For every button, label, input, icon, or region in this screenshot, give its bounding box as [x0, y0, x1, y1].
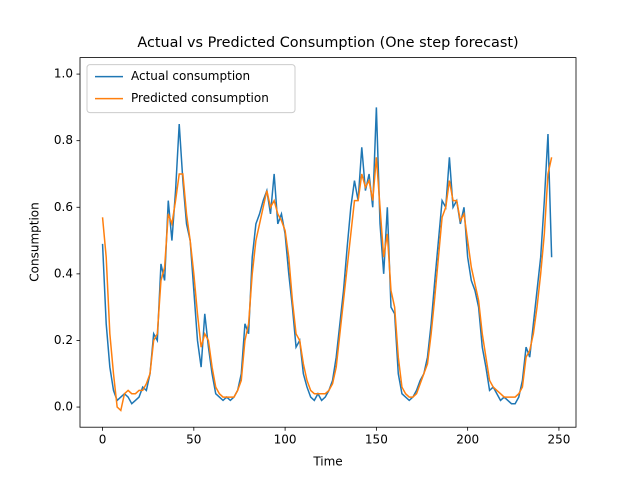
x-tick-label: 100 — [274, 433, 297, 447]
legend-label: Actual consumption — [131, 69, 250, 83]
axes-frame — [79, 57, 577, 428]
x-axis-label: Time — [312, 455, 342, 469]
y-tick-label: 0.0 — [54, 400, 73, 414]
chart-title: Actual vs Predicted Consumption (One ste… — [137, 35, 518, 51]
plot-area — [101, 107, 553, 412]
y-axis-label: Consumption — [28, 202, 42, 281]
y-tick-label: 0.6 — [54, 200, 73, 214]
x-tick-label: 50 — [186, 433, 201, 447]
y-tick-label: 0.2 — [54, 333, 73, 347]
legend-box — [86, 64, 296, 114]
data-line — [101, 107, 553, 405]
y-tick-label: 1.0 — [54, 67, 73, 81]
x-tick-label: 0 — [99, 433, 107, 447]
legend-label: Predicted consumption — [131, 91, 269, 105]
y-tick-label: 0.8 — [54, 133, 73, 147]
y-tick-label: 0.4 — [54, 266, 73, 280]
x-tick-label: 250 — [547, 433, 570, 447]
x-tick-label: 200 — [456, 433, 479, 447]
x-tick-label: 150 — [365, 433, 388, 447]
data-line — [101, 157, 553, 412]
